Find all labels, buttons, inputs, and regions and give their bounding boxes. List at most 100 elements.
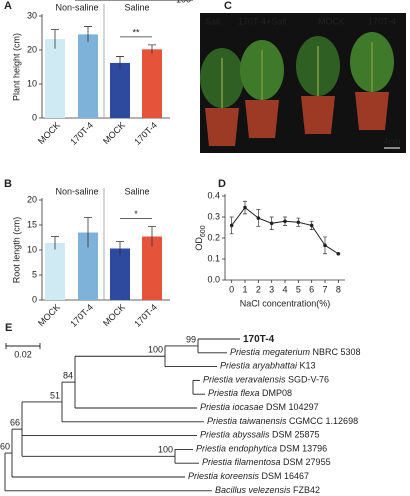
y-tick-label: 5	[32, 269, 37, 279]
error-bar	[148, 226, 156, 247]
y-tick-label: 20	[27, 194, 37, 204]
bootstrap-value: 100	[158, 445, 173, 455]
leaf-label: Priestia koreensis DSM 16467	[188, 471, 309, 481]
x-tick-label: 1	[242, 284, 247, 294]
y-tick-label: 0	[32, 294, 37, 304]
leaf-strain: K13	[297, 361, 316, 371]
x-tick-label: 6	[309, 284, 314, 294]
bar	[45, 243, 65, 300]
leaf-strain: DSM 16467	[259, 471, 309, 481]
leaf-strain: DSM 13796	[277, 444, 327, 454]
bar	[45, 39, 65, 119]
photo-label: 170T-4	[368, 16, 396, 26]
x-tick-label: 170T-4	[132, 120, 159, 147]
bootstrap-value: 100	[176, 0, 191, 4]
leaf-label: Priestia taiwanensis CGMCC 1.12698	[207, 416, 358, 426]
tree-scale-ends	[5, 343, 41, 349]
y-tick-label: 10	[27, 244, 37, 254]
x-tick-label: 7	[322, 284, 327, 294]
leaf-species: Priestia veravalensis	[203, 375, 286, 385]
line	[231, 206, 339, 255]
x-axis-label: NaCl concentration(%)	[240, 298, 331, 308]
leaf-strain: DSM 104297	[264, 402, 319, 412]
significance: **	[132, 27, 140, 37]
group-label: Non-saline	[55, 186, 98, 196]
y-axis-label: Root length (cm)	[11, 217, 21, 284]
error-bar	[84, 217, 92, 248]
y-axis-label: Plant height (cm)	[11, 33, 21, 101]
point	[229, 223, 234, 228]
x-tick-label: MOCK	[36, 302, 62, 328]
bar	[110, 62, 130, 118]
leaf-label: Priestia flexa DMP08	[208, 389, 292, 399]
y-axis-label: OD600	[194, 225, 206, 250]
leaf-label: Priestia abyssalis DSM 25875	[200, 430, 320, 440]
leaf-strain: DSM 27955	[281, 458, 331, 468]
error-bar	[51, 236, 59, 250]
y-tick-label: 0.0	[207, 274, 220, 284]
bootstrap-value: 66	[10, 418, 20, 428]
panel-letter: C	[224, 0, 232, 12]
leaf-species: Priestia endophytica	[196, 444, 277, 454]
photo-label: 170T-4+Salt	[238, 16, 287, 26]
leaf-strain: DMP08	[260, 389, 293, 399]
panel-letter: B	[4, 178, 12, 190]
bar	[78, 232, 98, 300]
x-tick-label: 0	[229, 284, 234, 294]
y-tick-label: 10	[27, 78, 37, 88]
pot	[245, 100, 279, 138]
group-label: Non-saline	[55, 2, 98, 12]
error-bar	[116, 241, 124, 256]
error-bar	[148, 44, 156, 54]
point	[296, 220, 301, 225]
leaf-species: Priestia flexa	[208, 389, 260, 399]
y-axis-label-sub: 600	[200, 225, 207, 237]
leaf-species: Priestia megaterium	[230, 347, 311, 357]
leaf-strain: CGMCC 1.12698	[287, 416, 359, 426]
y-tick-label: 0	[32, 112, 37, 122]
group-label: Saline	[124, 2, 149, 12]
error-bar	[84, 26, 92, 43]
panel-letter: A	[4, 0, 12, 12]
leaf-label: Priestia megaterium NBRC 5308	[230, 347, 361, 357]
x-tick-label: 5	[296, 284, 301, 294]
point	[256, 216, 261, 220]
leaf-name: 170T-4	[243, 334, 275, 345]
bootstrap-value: 100	[148, 345, 163, 355]
y-tick-label: 0.2	[207, 232, 220, 242]
leaf-species: Priestia taiwanensis	[207, 416, 287, 426]
leaf-species: Priestia iocasae	[200, 402, 264, 412]
x-tick-label: MOCK	[101, 120, 127, 146]
bootstrap-value: 99	[186, 334, 196, 344]
leaf-label: Priestia veravalensis SGD-V-76	[203, 375, 329, 385]
photo-label: MOCK	[318, 16, 345, 26]
leaf-label: Priestia filamentosa DSM 27955	[202, 458, 331, 468]
panel-letter: E	[5, 322, 12, 334]
pot	[301, 96, 335, 134]
tree-scale-label: 0.02	[14, 349, 32, 359]
leaf-species: Priestia aryabhattai	[220, 361, 298, 371]
bar	[142, 236, 162, 300]
x-tick-label: MOCK	[36, 120, 62, 146]
x-tick-label: 170T-4	[132, 302, 159, 329]
y-tick-label: 15	[27, 219, 37, 229]
photo-scale-label: 4cm	[383, 136, 400, 146]
bootstrap-value: 51	[50, 390, 60, 400]
bar	[110, 248, 130, 300]
leaf-species: Priestia abyssalis	[200, 430, 270, 440]
y-tick-label: 20	[27, 44, 37, 54]
leaf-label: Bacillus velezensis FZB42	[215, 485, 320, 495]
x-tick-label: 4	[282, 284, 287, 294]
pot	[355, 92, 389, 130]
leaf-label: Priestia endophytica DSM 13796	[196, 444, 327, 454]
point	[309, 223, 314, 228]
y-tick-label: 0.3	[207, 211, 220, 221]
leaf-strain: SGD-V-76	[286, 375, 330, 385]
bootstrap-value: 60	[0, 441, 10, 451]
leaf-strain: NBRC 5308	[310, 347, 361, 357]
bar	[142, 49, 162, 118]
bar	[78, 34, 98, 118]
leaf-label: Priestia aryabhattai K13	[220, 361, 316, 371]
bootstrap-value: 84	[63, 371, 73, 381]
